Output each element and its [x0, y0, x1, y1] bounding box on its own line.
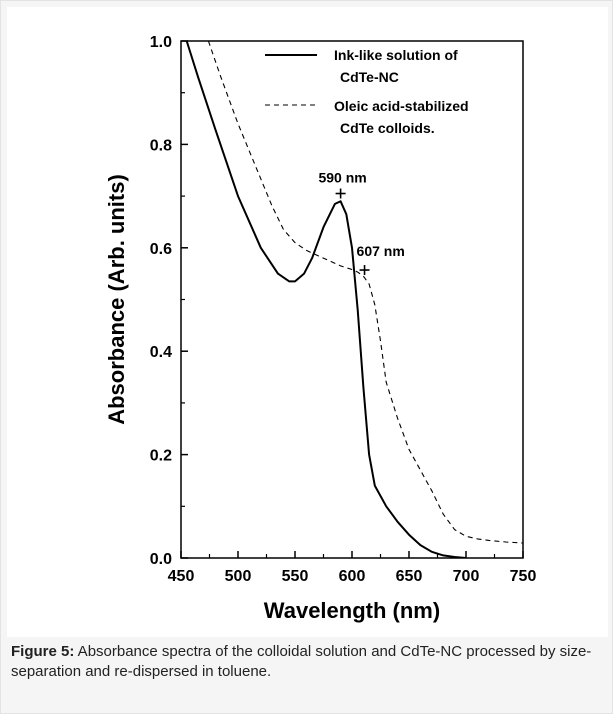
plot-area: 450 500 550 600 650 700 750 0.0 0.2 0.4 0.6 0.8 1.0 W… — [7, 7, 608, 637]
y-tick-label: 0.0 — [150, 551, 172, 568]
y-axis-title: Absorbance (Arb. units) — [104, 174, 129, 425]
x-tick-label: 700 — [453, 568, 480, 585]
y-tick-label: 0.6 — [150, 241, 172, 258]
x-tick-label: 450 — [168, 568, 195, 585]
x-tick-label: 600 — [339, 568, 366, 585]
peak-label-590: 590 nm — [318, 170, 366, 186]
y-tick-label: 0.8 — [150, 137, 172, 154]
caption-text: Absorbance spectra of the colloidal solu… — [11, 643, 592, 680]
absorbance-chart: 450 500 550 600 650 700 750 0.0 0.2 0.4 0.6 0.8 1.0 W… — [104, 34, 537, 623]
x-tick-label: 500 — [225, 568, 252, 585]
x-axis-title: Wavelength (nm) — [264, 598, 440, 623]
legend-label: Ink-like solution of — [334, 47, 458, 63]
series-line-ink-solution — [185, 41, 467, 558]
caption-label: Figure 5: — [11, 643, 75, 660]
y-tick-label: 1.0 — [150, 34, 172, 51]
legend-label: Oleic acid-stabilized — [334, 98, 469, 114]
plot-frame — [180, 40, 524, 559]
x-tick-label: 550 — [282, 568, 309, 585]
legend-label: CdTe-NC — [340, 69, 399, 85]
series-line-oleic-colloids — [207, 41, 523, 544]
y-tick-label: 0.4 — [150, 344, 172, 361]
x-tick-label: 750 — [510, 568, 537, 585]
y-tick-label: 0.2 — [150, 448, 172, 465]
figure-caption: Figure 5: Absorbance spectra of the coll… — [11, 642, 607, 682]
peak-label-607: 607 nm — [357, 243, 405, 259]
x-tick-label: 650 — [396, 568, 423, 585]
legend-label: CdTe colloids. — [340, 120, 435, 136]
